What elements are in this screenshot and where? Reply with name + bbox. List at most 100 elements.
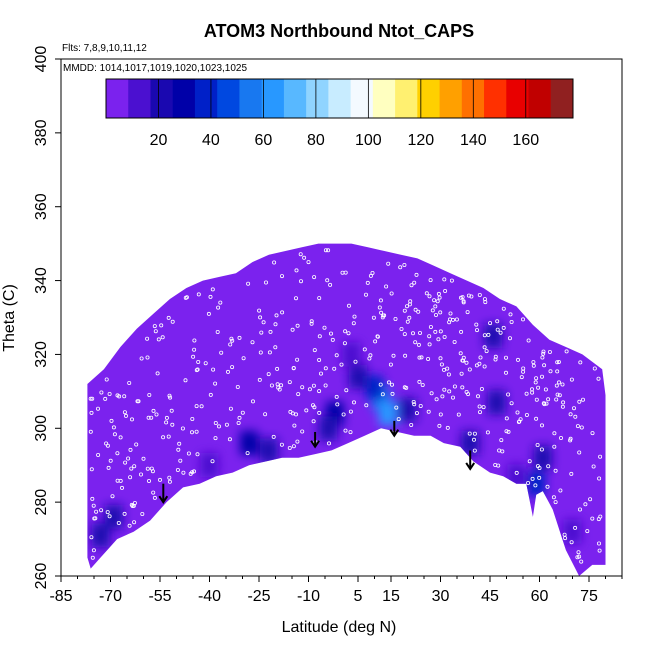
flights-note: Flts: 7,8,9,10,11,12 bbox=[62, 43, 147, 54]
sample-dot bbox=[432, 298, 437, 303]
colorbar-frame bbox=[105, 78, 574, 119]
sample-dot bbox=[126, 456, 131, 461]
sample-dot bbox=[452, 384, 457, 389]
sample-dot bbox=[343, 428, 348, 433]
sample-dot bbox=[436, 291, 441, 296]
sample-dot bbox=[484, 349, 489, 354]
sample-dot bbox=[170, 422, 175, 427]
sample-dot bbox=[426, 409, 431, 414]
sample-dot bbox=[274, 313, 279, 318]
sample-dot bbox=[495, 327, 500, 332]
sample-dot bbox=[106, 465, 111, 470]
sample-dot bbox=[541, 351, 546, 356]
sample-dot bbox=[213, 436, 218, 441]
dates-note: MMDD: 1014,1017,1019,1020,1023,1025 bbox=[63, 63, 247, 74]
sample-dot bbox=[166, 315, 171, 320]
sample-dot bbox=[152, 324, 157, 329]
sample-dot bbox=[447, 317, 452, 322]
sample-dot bbox=[317, 334, 322, 339]
sample-dot bbox=[128, 475, 133, 480]
sample-dot bbox=[576, 550, 581, 555]
sample-dot bbox=[411, 399, 416, 404]
sample-dot bbox=[229, 336, 234, 341]
sample-dot bbox=[482, 297, 487, 302]
sample-dot bbox=[189, 430, 194, 435]
sample-dot bbox=[273, 322, 278, 327]
hotspot-cell bbox=[342, 342, 361, 367]
colorbar-swatch bbox=[283, 79, 307, 118]
sample-dot bbox=[377, 305, 382, 310]
sample-dot bbox=[465, 310, 470, 315]
sample-dot bbox=[146, 478, 151, 483]
colorbar-swatch bbox=[484, 79, 507, 118]
sample-dot bbox=[279, 383, 284, 388]
sample-dot bbox=[339, 362, 344, 367]
sample-dot bbox=[583, 502, 588, 507]
sample-dot bbox=[405, 319, 410, 324]
sample-dot bbox=[177, 441, 182, 446]
sample-dot bbox=[417, 355, 422, 360]
sample-dot bbox=[527, 459, 532, 464]
sample-dot bbox=[521, 366, 526, 371]
sample-dot bbox=[258, 315, 263, 320]
sample-dot bbox=[342, 341, 347, 346]
sample-dot bbox=[386, 380, 391, 385]
sample-dot bbox=[168, 395, 173, 400]
sample-dot bbox=[370, 270, 375, 275]
sample-dot bbox=[122, 394, 127, 399]
sample-dot bbox=[475, 394, 480, 399]
sample-dot bbox=[555, 392, 560, 397]
sample-dot bbox=[145, 336, 150, 341]
sample-dot bbox=[438, 329, 443, 334]
sample-dot bbox=[531, 363, 536, 368]
sample-dot bbox=[402, 332, 407, 337]
sample-dot bbox=[183, 378, 188, 383]
sample-dot bbox=[521, 317, 526, 322]
sample-dot bbox=[540, 355, 545, 360]
sample-dot bbox=[403, 353, 408, 358]
sample-dot bbox=[409, 422, 414, 427]
sample-dot bbox=[557, 393, 562, 398]
sample-dot bbox=[553, 468, 558, 473]
sample-dot bbox=[330, 337, 335, 342]
sample-dot bbox=[108, 458, 113, 463]
colorbar-swatch bbox=[372, 79, 396, 118]
sample-dot bbox=[309, 319, 314, 324]
sample-dot bbox=[228, 406, 233, 411]
x-tick-label: -10 bbox=[297, 588, 320, 605]
sample-dot bbox=[112, 432, 117, 437]
colorbar-tick-label: 80 bbox=[307, 132, 325, 149]
sample-dot bbox=[237, 415, 242, 420]
sample-dot bbox=[581, 397, 586, 402]
sample-dot bbox=[441, 367, 446, 372]
sample-dot bbox=[317, 410, 322, 415]
sample-dot bbox=[530, 476, 535, 481]
sample-dot bbox=[90, 496, 95, 501]
sample-dot bbox=[548, 369, 553, 374]
sample-dot bbox=[536, 385, 541, 390]
sample-dot bbox=[493, 357, 498, 362]
sample-dot bbox=[518, 417, 523, 422]
sample-dot bbox=[448, 311, 453, 316]
sample-dot bbox=[334, 394, 339, 399]
colorbar-tick-label: 120 bbox=[407, 132, 434, 149]
sample-dot bbox=[224, 422, 229, 427]
sample-dot bbox=[568, 436, 573, 441]
sample-dot bbox=[167, 393, 172, 398]
x-tick-label: 15 bbox=[382, 588, 400, 605]
sample-dot bbox=[378, 298, 383, 303]
sample-dot bbox=[94, 509, 99, 514]
arrow-head bbox=[389, 429, 400, 438]
sample-dot bbox=[498, 330, 503, 335]
sample-dot bbox=[250, 340, 255, 345]
sample-dot bbox=[427, 342, 432, 347]
sample-dot bbox=[547, 349, 552, 354]
sample-dot bbox=[433, 312, 438, 317]
sample-dot bbox=[267, 350, 272, 355]
colorbar-swatch bbox=[439, 79, 463, 118]
hotspot-cell bbox=[507, 464, 526, 489]
sample-dot bbox=[151, 408, 156, 413]
colorbar-swatch bbox=[350, 79, 374, 118]
sample-dot bbox=[560, 404, 565, 409]
sample-dot bbox=[391, 353, 396, 358]
